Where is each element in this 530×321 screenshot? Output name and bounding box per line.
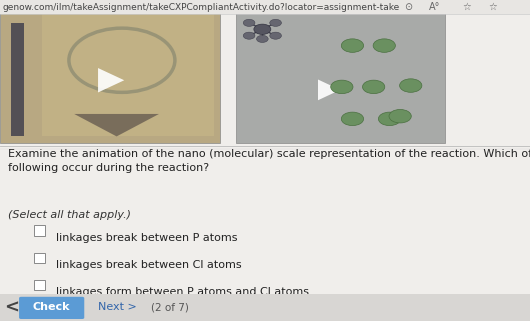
Circle shape: [243, 32, 255, 39]
Polygon shape: [98, 68, 124, 92]
Text: Examine the animation of the nano (molecular) scale representation of the reacti: Examine the animation of the nano (molec…: [8, 149, 530, 173]
Text: Next >: Next >: [98, 302, 137, 312]
Circle shape: [389, 109, 411, 123]
FancyBboxPatch shape: [0, 0, 530, 14]
Circle shape: [378, 112, 401, 126]
Text: ⊙: ⊙: [404, 2, 412, 12]
FancyBboxPatch shape: [42, 14, 214, 136]
Text: linkages form between P atoms and Cl atoms: linkages form between P atoms and Cl ato…: [56, 287, 308, 297]
Text: <: <: [4, 298, 19, 317]
Text: linkages break between P atoms: linkages break between P atoms: [56, 233, 237, 243]
Text: ☆: ☆: [489, 2, 497, 12]
Text: ☆: ☆: [462, 2, 471, 12]
FancyBboxPatch shape: [236, 10, 445, 143]
Text: (2 of 7): (2 of 7): [151, 302, 189, 312]
Circle shape: [363, 80, 385, 94]
FancyBboxPatch shape: [11, 23, 24, 136]
Polygon shape: [318, 80, 340, 100]
FancyBboxPatch shape: [34, 253, 45, 263]
Circle shape: [400, 79, 422, 92]
Circle shape: [341, 112, 364, 126]
Text: Check: Check: [33, 302, 70, 312]
FancyBboxPatch shape: [34, 280, 45, 290]
Circle shape: [270, 32, 281, 39]
Circle shape: [254, 24, 271, 34]
FancyBboxPatch shape: [19, 297, 84, 319]
Text: linkages break between Cl atoms: linkages break between Cl atoms: [56, 260, 241, 270]
FancyBboxPatch shape: [0, 294, 530, 321]
Circle shape: [270, 19, 281, 26]
Circle shape: [341, 39, 364, 52]
Circle shape: [243, 19, 255, 26]
Circle shape: [257, 35, 268, 42]
Polygon shape: [74, 114, 159, 136]
Circle shape: [373, 39, 395, 52]
Circle shape: [331, 80, 353, 94]
Text: genow.com/ilm/takeAssignment/takeCXPCompliantActivity.do?locator=assignment-take: genow.com/ilm/takeAssignment/takeCXPComp…: [3, 3, 400, 12]
Text: A°: A°: [429, 2, 440, 12]
FancyBboxPatch shape: [34, 225, 45, 236]
FancyBboxPatch shape: [0, 10, 220, 143]
Text: (Select all that apply.): (Select all that apply.): [8, 210, 131, 220]
